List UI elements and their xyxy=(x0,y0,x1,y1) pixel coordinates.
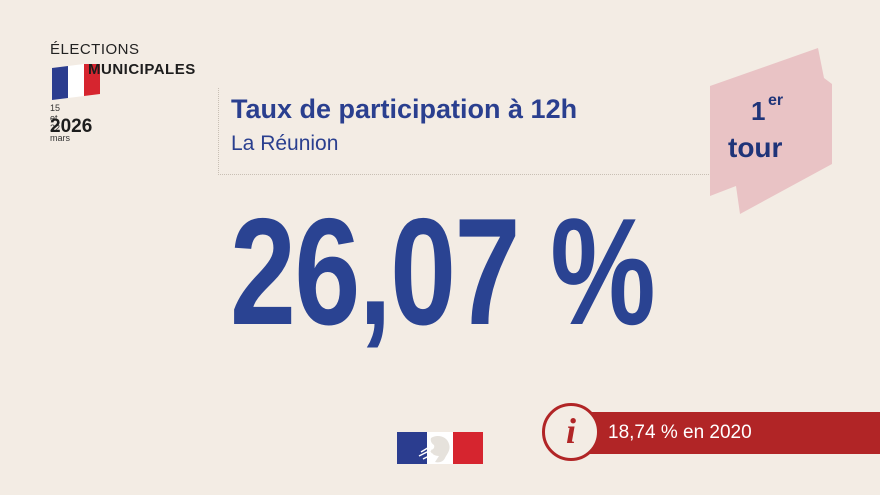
tour-number: 1 xyxy=(751,96,766,126)
info-icon-glyph: i xyxy=(565,411,576,451)
participation-rate-value: 26,07 % xyxy=(230,187,656,357)
badge-ribbon-shape xyxy=(710,48,832,214)
tour-word: tour xyxy=(728,132,783,163)
title-block: Taux de participation à 12h La Réunion xyxy=(218,88,709,175)
info-icon: i xyxy=(542,403,600,461)
logo-municipales-text: MUNICIPALES xyxy=(88,61,196,78)
tour-badge: 1 er tour xyxy=(700,46,840,216)
page-title: Taux de participation à 12h xyxy=(231,94,578,124)
tour-superscript: er xyxy=(768,92,784,109)
marianne-logo-icon xyxy=(397,432,483,464)
previous-result-bar: 18,74 % en 2020 xyxy=(570,412,880,454)
french-flag-icon xyxy=(52,64,100,100)
logo-dates: 15 et 22 mars xyxy=(50,103,70,143)
logo-year: 2026 xyxy=(50,116,93,137)
logo-elections-text: ÉLECTIONS xyxy=(50,41,140,58)
region-label: La Réunion xyxy=(231,132,339,155)
previous-result-text: 18,74 % en 2020 xyxy=(608,422,752,443)
